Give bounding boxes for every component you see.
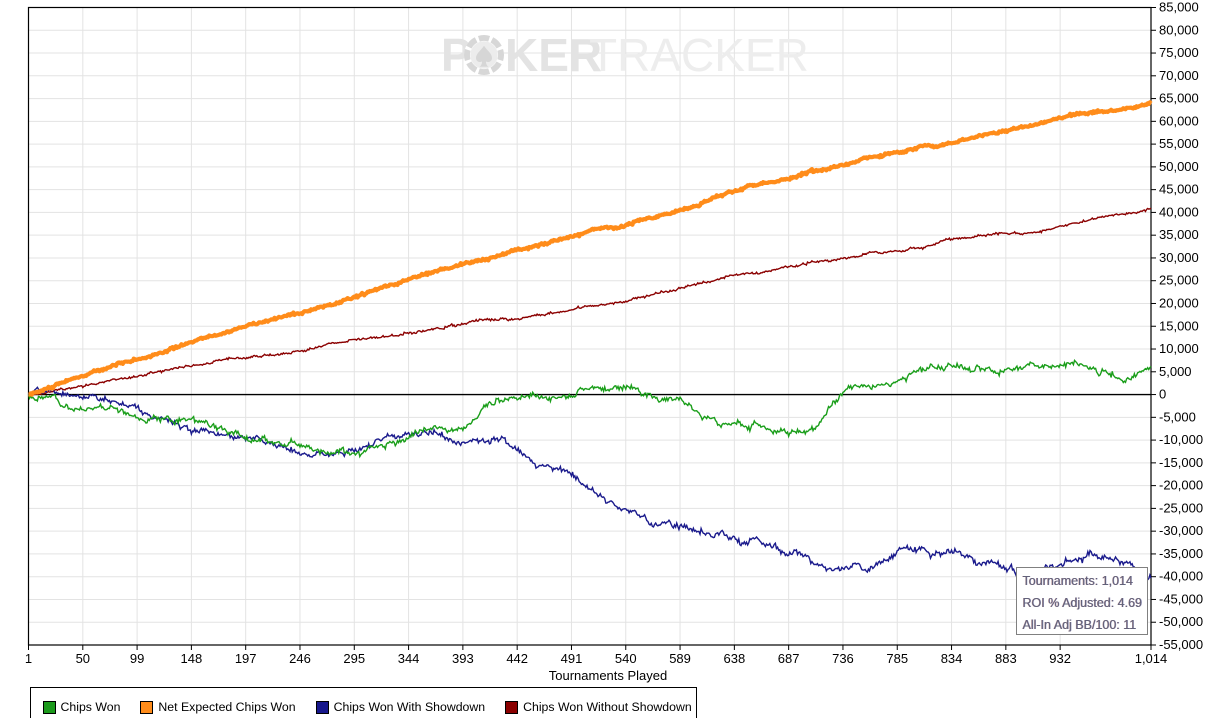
svg-text:-20,000: -20,000 — [1159, 478, 1203, 493]
svg-text:-50,000: -50,000 — [1159, 614, 1203, 629]
svg-text:687: 687 — [778, 651, 800, 666]
svg-text:589: 589 — [669, 651, 691, 666]
svg-text:197: 197 — [235, 651, 257, 666]
svg-text:-30,000: -30,000 — [1159, 523, 1203, 538]
svg-text:-5,000: -5,000 — [1159, 409, 1196, 424]
svg-text:540: 540 — [615, 651, 637, 666]
svg-text:-35,000: -35,000 — [1159, 546, 1203, 561]
svg-text:15,000: 15,000 — [1159, 318, 1199, 333]
svg-text:785: 785 — [886, 651, 908, 666]
svg-text:40,000: 40,000 — [1159, 204, 1199, 219]
svg-text:393: 393 — [452, 651, 474, 666]
svg-text:-10,000: -10,000 — [1159, 432, 1203, 447]
svg-text:35,000: 35,000 — [1159, 227, 1199, 242]
svg-text:932: 932 — [1049, 651, 1071, 666]
svg-text:50,000: 50,000 — [1159, 159, 1199, 174]
svg-text:-40,000: -40,000 — [1159, 569, 1203, 584]
svg-text:-25,000: -25,000 — [1159, 500, 1203, 515]
svg-text:834: 834 — [941, 651, 963, 666]
svg-text:-45,000: -45,000 — [1159, 591, 1203, 606]
svg-text:0: 0 — [1159, 387, 1166, 402]
svg-text:55,000: 55,000 — [1159, 136, 1199, 151]
svg-text:344: 344 — [398, 651, 420, 666]
svg-text:442: 442 — [506, 651, 528, 666]
svg-text:736: 736 — [832, 651, 854, 666]
svg-text:30,000: 30,000 — [1159, 250, 1199, 265]
svg-text:491: 491 — [561, 651, 583, 666]
svg-text:KER: KER — [505, 29, 602, 81]
svg-text:10,000: 10,000 — [1159, 341, 1199, 356]
svg-text:45,000: 45,000 — [1159, 182, 1199, 197]
svg-text:TRACKER: TRACKER — [589, 29, 809, 81]
svg-text:25,000: 25,000 — [1159, 273, 1199, 288]
svg-text:5,000: 5,000 — [1159, 364, 1192, 379]
svg-text:246: 246 — [289, 651, 311, 666]
svg-text:50: 50 — [76, 651, 90, 666]
svg-text:1,014: 1,014 — [1135, 651, 1168, 666]
svg-text:20,000: 20,000 — [1159, 295, 1199, 310]
svg-text:148: 148 — [181, 651, 203, 666]
svg-text:-55,000: -55,000 — [1159, 637, 1203, 652]
svg-text:-15,000: -15,000 — [1159, 455, 1203, 470]
svg-text:99: 99 — [130, 651, 144, 666]
svg-text:60,000: 60,000 — [1159, 113, 1199, 128]
svg-text:1: 1 — [25, 651, 32, 666]
svg-text:638: 638 — [724, 651, 746, 666]
svg-text:883: 883 — [995, 651, 1017, 666]
svg-text:295: 295 — [343, 651, 365, 666]
